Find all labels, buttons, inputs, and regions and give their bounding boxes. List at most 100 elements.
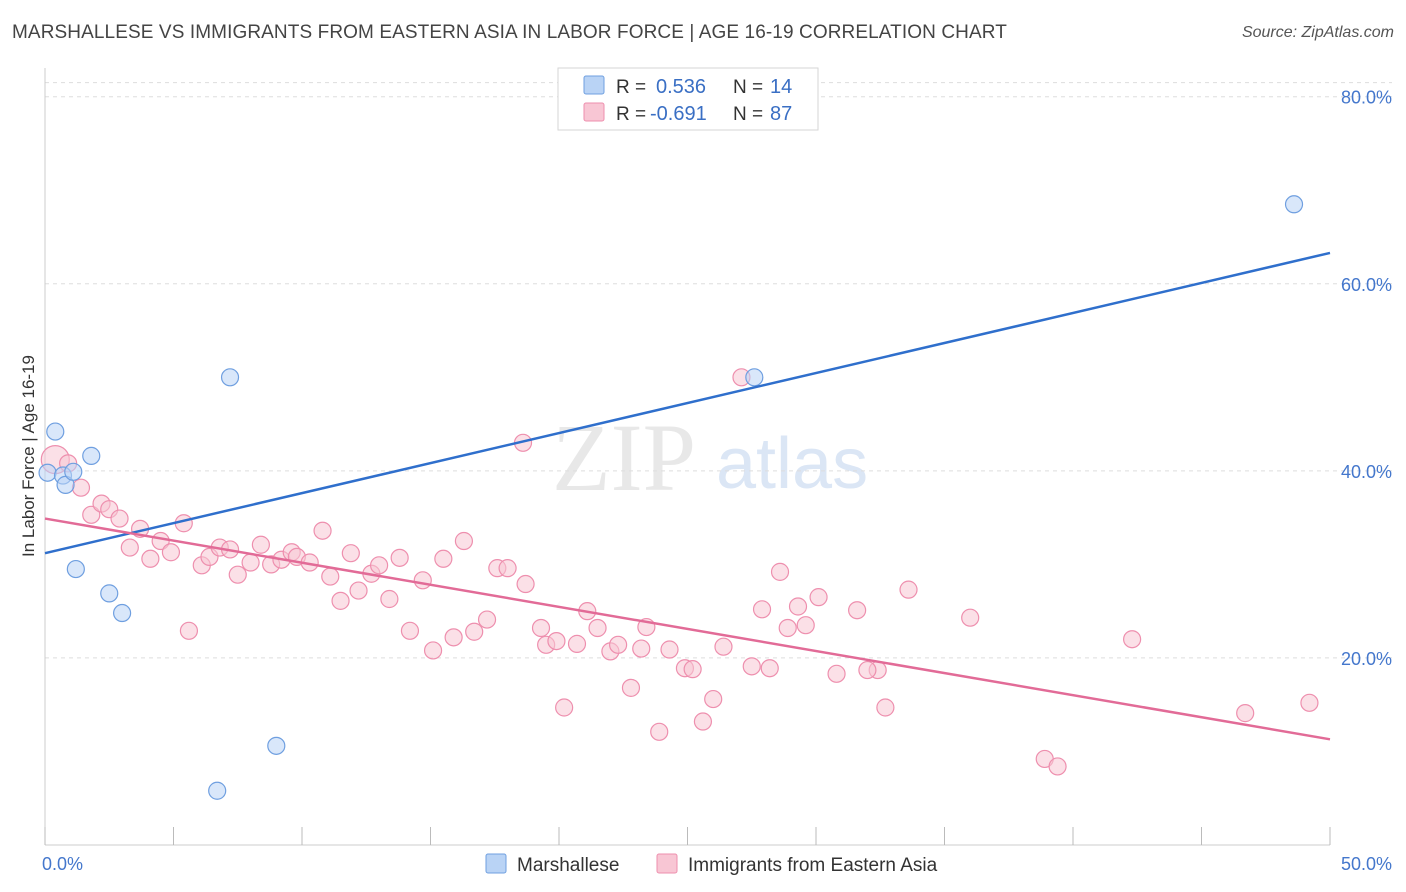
scatter-points	[38, 195, 1319, 800]
point-marshallese-12	[745, 368, 764, 387]
point-eastern-asia-3	[82, 505, 101, 524]
legend-r-value-1: 0.536	[656, 76, 706, 98]
point-eastern-asia-41	[465, 622, 484, 641]
point-eastern-asia-19	[241, 553, 260, 572]
point-eastern-asia-62	[683, 660, 702, 679]
point-eastern-asia-83	[1123, 630, 1142, 649]
legend-r-label-1: R =	[616, 77, 646, 98]
point-eastern-asia-85	[1300, 693, 1319, 712]
legend-n-label-1: N =	[733, 77, 763, 98]
point-eastern-asia-75	[827, 664, 846, 683]
point-eastern-asia-29	[341, 544, 360, 563]
point-eastern-asia-27	[321, 567, 340, 586]
point-eastern-asia-9	[141, 549, 160, 568]
series-legend-swatch-marshallese	[485, 853, 507, 874]
point-eastern-asia-63	[693, 712, 713, 731]
y-tick-label-1: 40.0%	[1341, 462, 1392, 482]
y-axis-label: In Labor Force | Age 16-19	[19, 355, 38, 557]
y-tick-labels: 20.0% 40.0% 60.0% 80.0%	[1341, 88, 1392, 669]
legend-n-label-2: N =	[733, 104, 763, 125]
point-eastern-asia-53	[588, 618, 607, 638]
stats-legend: R = 0.536 N = 14 R = -0.691 N = 87	[557, 67, 819, 131]
point-eastern-asia-79	[899, 580, 918, 599]
point-eastern-asia-40	[454, 531, 474, 551]
point-eastern-asia-50	[555, 698, 574, 717]
series-legend: Marshallese Immigrants from Eastern Asia	[485, 853, 938, 876]
point-eastern-asia-84	[1236, 704, 1255, 723]
legend-r-label-2: R =	[616, 104, 646, 125]
y-tick-label-3: 80.0%	[1341, 88, 1392, 108]
legend-n-value-1: 14	[770, 76, 792, 98]
point-eastern-asia-57	[632, 639, 651, 658]
point-eastern-asia-28	[331, 591, 350, 610]
x-tick-label-min: 0.0%	[42, 854, 83, 874]
point-marshallese-4	[64, 462, 83, 481]
point-eastern-asia-82	[1048, 757, 1067, 776]
point-eastern-asia-72	[788, 597, 808, 616]
point-eastern-asia-47	[531, 618, 551, 638]
point-eastern-asia-26	[313, 521, 332, 540]
point-eastern-asia-51	[567, 634, 587, 653]
point-eastern-asia-80	[961, 608, 980, 627]
legend-swatch-eastern-asia	[583, 102, 605, 122]
point-eastern-asia-37	[423, 641, 443, 660]
point-eastern-asia-38	[434, 549, 453, 568]
point-eastern-asia-18	[228, 565, 247, 584]
point-eastern-asia-11	[161, 543, 181, 562]
legend-r-value-2: -0.691	[650, 103, 707, 125]
point-marshallese-13	[1284, 195, 1304, 214]
point-eastern-asia-56	[621, 678, 641, 697]
trend-line-marshallese	[44, 251, 1331, 555]
trend-line-eastern-asia	[44, 517, 1331, 741]
point-marshallese-1	[46, 422, 65, 441]
point-marshallese-0	[38, 463, 57, 482]
series-legend-label-eastern-asia: Immigrants from Eastern Asia	[688, 855, 938, 876]
point-eastern-asia-68	[752, 600, 772, 619]
x-tick-labels: 0.0% 50.0%	[42, 854, 1392, 874]
point-eastern-asia-69	[760, 659, 779, 678]
series-legend-label-marshallese: Marshallese	[517, 855, 619, 876]
point-eastern-asia-65	[714, 637, 733, 656]
gridlines	[45, 82, 1392, 659]
point-eastern-asia-76	[848, 601, 867, 620]
point-eastern-asia-67	[742, 657, 761, 676]
point-eastern-asia-7	[120, 538, 139, 557]
point-eastern-asia-46	[516, 574, 535, 594]
point-eastern-asia-30	[349, 581, 368, 600]
point-marshallese-5	[82, 446, 101, 465]
point-eastern-asia-44	[498, 559, 517, 578]
point-eastern-asia-59	[650, 722, 669, 741]
y-tick-label-0: 20.0%	[1341, 649, 1392, 669]
legend-swatch-marshallese	[583, 75, 605, 95]
point-eastern-asia-73	[796, 616, 815, 635]
chart-title: MARSHALLESE VS IMMIGRANTS FROM EASTERN A…	[12, 22, 1007, 43]
point-marshallese-7	[100, 584, 119, 603]
chart-source: Source: ZipAtlas.com	[1241, 24, 1394, 41]
legend-n-value-2: 87	[770, 103, 792, 125]
point-marshallese-9	[220, 368, 240, 387]
watermark: ZIP atlas	[552, 404, 868, 511]
point-marshallese-8	[112, 603, 132, 623]
point-eastern-asia-49	[547, 631, 566, 651]
point-marshallese-6	[66, 559, 85, 579]
point-eastern-asia-86	[858, 660, 877, 680]
point-eastern-asia-64	[704, 689, 723, 709]
point-eastern-asia-78	[876, 698, 895, 717]
point-eastern-asia-36	[413, 571, 432, 590]
point-marshallese-10	[267, 736, 286, 755]
point-eastern-asia-13	[179, 621, 199, 640]
y-tick-label-2: 60.0%	[1341, 275, 1392, 295]
point-eastern-asia-70	[770, 562, 790, 581]
point-eastern-asia-74	[809, 588, 828, 607]
point-eastern-asia-55	[609, 635, 628, 654]
point-eastern-asia-20	[251, 535, 270, 554]
point-eastern-asia-39	[444, 628, 463, 647]
point-eastern-asia-42	[477, 610, 497, 629]
trend-lines	[44, 251, 1331, 741]
x-tick-label-max: 50.0%	[1341, 854, 1392, 874]
point-eastern-asia-34	[390, 548, 409, 567]
point-eastern-asia-33	[380, 589, 399, 609]
point-eastern-asia-71	[778, 618, 797, 638]
watermark-atlas: atlas	[716, 424, 868, 504]
